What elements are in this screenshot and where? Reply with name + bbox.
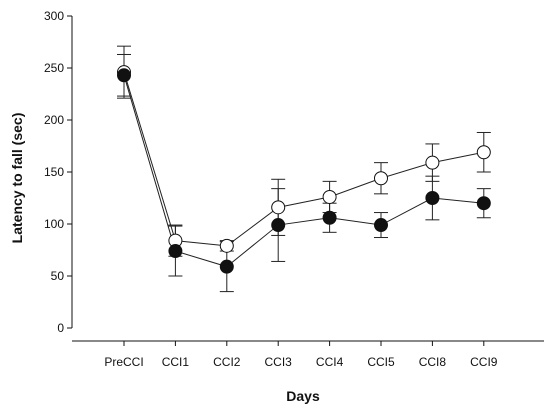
- x-tick-label: CCI3: [265, 355, 293, 369]
- open-circle-marker: [271, 200, 286, 215]
- filled-circle-marker: [219, 259, 234, 274]
- y-axis-title: Latency to fall (sec): [9, 113, 25, 244]
- filled-circle-marker: [425, 191, 440, 205]
- y-tick-label: 300: [44, 9, 64, 23]
- filled-circle-marker: [476, 196, 491, 211]
- open-circle-marker: [322, 189, 337, 204]
- x-tick-label: PreCCI: [104, 355, 143, 369]
- y-tick-label: 200: [44, 113, 64, 127]
- filled-circle-marker: [117, 68, 131, 83]
- open-circle-marker: [374, 171, 388, 186]
- filled-circle-marker: [271, 218, 286, 233]
- x-tick-label: CCI1: [162, 355, 190, 369]
- y-tick-label: 50: [51, 269, 65, 283]
- open-circle-marker: [476, 145, 491, 160]
- y-ticks: 0 50 100 150 200 250 300: [44, 9, 72, 335]
- series-line: [123, 72, 484, 247]
- y-tick-label: 100: [44, 217, 64, 231]
- x-axis-title: Days: [286, 388, 320, 404]
- y-tick-label: 0: [57, 321, 64, 335]
- series-line: [123, 75, 484, 268]
- axes: [71, 16, 544, 342]
- series-layer: [117, 45, 491, 293]
- filled-circle-marker: [374, 218, 388, 233]
- filled-circle-marker: [168, 244, 183, 259]
- open-circle-marker: [425, 155, 440, 170]
- y-tick-label: 250: [44, 61, 64, 75]
- x-ticks: PreCCI CCI1 CCI2 CCI3 CCI4 CCI5 CCI8 CCI9: [104, 341, 498, 369]
- open-circle-marker: [219, 238, 234, 253]
- filled-circle-marker: [322, 210, 337, 225]
- x-tick-label: CCI9: [470, 355, 498, 369]
- x-tick-label: CCI5: [367, 355, 395, 369]
- x-tick-label: CCI4: [316, 355, 344, 369]
- x-tick-label: CCI2: [213, 355, 241, 369]
- x-tick-label: CCI8: [419, 355, 447, 369]
- y-tick-label: 150: [44, 165, 64, 179]
